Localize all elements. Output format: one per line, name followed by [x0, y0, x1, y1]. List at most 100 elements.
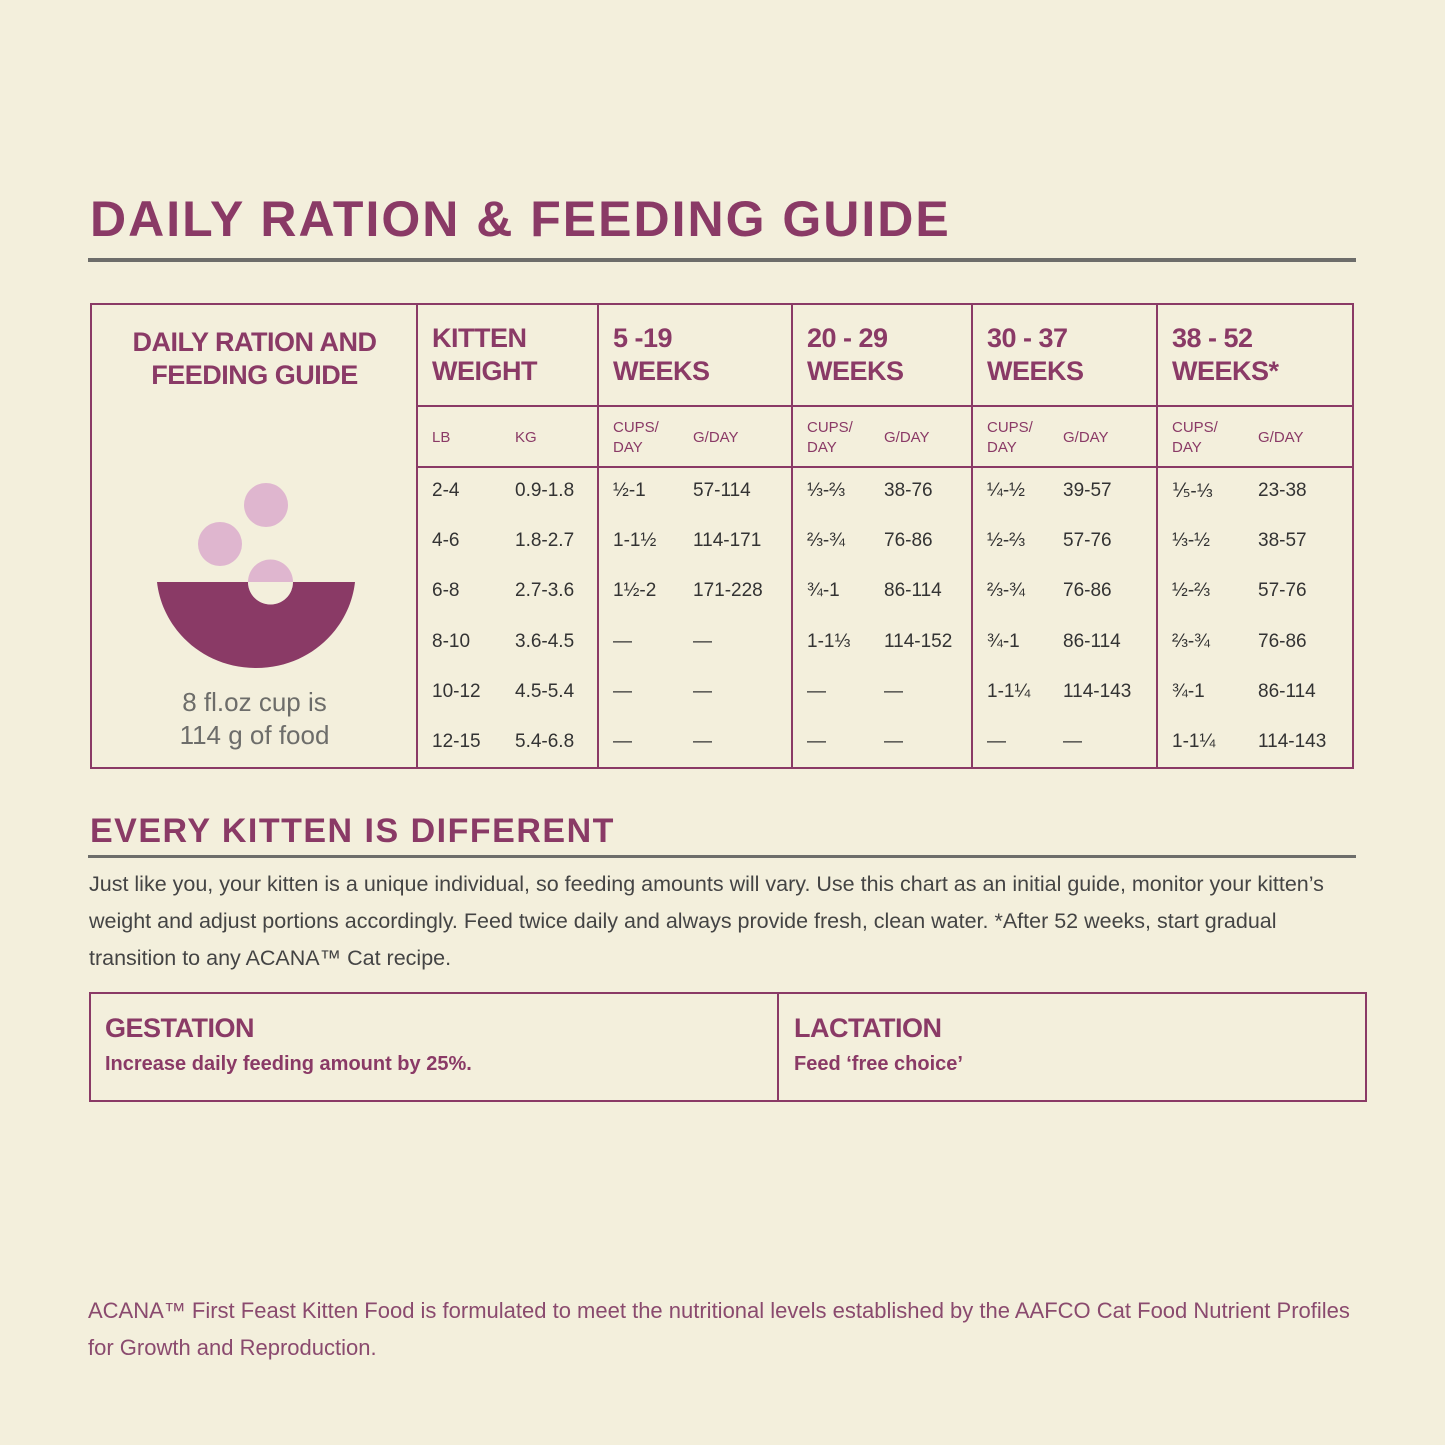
subheader: CUPS/DAY	[1172, 418, 1218, 458]
table-cell: ⅕-⅓	[1172, 481, 1213, 502]
table-cell: —	[987, 731, 1006, 752]
cup-note-line: 114 g of food	[179, 720, 330, 750]
table-cell: 86-114	[1063, 630, 1121, 652]
table-cell: —	[693, 731, 712, 752]
table-cell: —	[884, 680, 903, 702]
section-title: EVERY KITTEN IS DIFFERENT	[90, 812, 615, 850]
subheader-line: DAY	[987, 439, 1017, 456]
subheader: CUPS/DAY	[613, 418, 659, 458]
table-cell: ⅔-¾	[1172, 630, 1211, 652]
table-cell: 86-114	[1258, 680, 1316, 702]
subheader-line: CUPS/	[807, 419, 853, 436]
header-line: WEIGHT	[432, 356, 538, 386]
subheader-line: G/DAY	[1063, 429, 1109, 446]
cup-note: 8 fl.oz cup is 114 g of food	[92, 686, 417, 752]
table-cell: 76-86	[884, 530, 933, 552]
table-cell: —	[693, 680, 712, 702]
table-cell: 1-1½	[613, 530, 657, 552]
header-line: 38 - 52	[1172, 323, 1253, 353]
corner-line: FEEDING GUIDE	[151, 360, 358, 390]
table-cell: 38-76	[884, 480, 933, 501]
corner-title: DAILY RATION AND FEEDING GUIDE	[92, 326, 417, 392]
table-cell: ⅓-⅔	[807, 480, 846, 501]
divider	[597, 304, 599, 768]
table-cell: 1½-2	[613, 580, 657, 602]
subheader-line: CUPS/	[613, 419, 659, 436]
table-cell: 76-86	[1258, 630, 1307, 652]
bowl-icon	[157, 483, 355, 668]
header-line: 30 - 37	[987, 323, 1068, 353]
table-cell: 57-114	[693, 480, 751, 501]
subheader: G/DAY	[693, 428, 739, 448]
subheader: KG	[515, 428, 537, 448]
table-cell: ⅓-½	[1172, 530, 1211, 552]
divider	[791, 304, 793, 768]
table-cell: ½-1	[613, 480, 646, 501]
corner-line: DAILY RATION AND	[132, 327, 377, 357]
divider	[417, 405, 1353, 407]
note-title: LACTATION	[794, 1013, 942, 1043]
subheader: G/DAY	[1063, 428, 1109, 448]
table-cell: 6-8	[432, 580, 460, 602]
header-line: WEEKS	[987, 356, 1084, 386]
table-cell: 8-10	[432, 630, 471, 652]
column-header: 30 - 37 WEEKS	[987, 322, 1084, 388]
column-header: 5 -19 WEEKS	[613, 322, 710, 388]
subheader: CUPS/DAY	[987, 418, 1033, 458]
divider	[971, 304, 973, 768]
subheader-line: G/DAY	[884, 429, 930, 446]
table-cell: 4.5-5.4	[515, 680, 575, 702]
title-rule	[88, 258, 1356, 262]
column-header: 38 - 52 WEEKS*	[1172, 322, 1279, 388]
header-line: WEEKS	[613, 356, 710, 386]
subheader-line: G/DAY	[1258, 429, 1304, 446]
table-cell: 39-57	[1063, 480, 1112, 501]
header-line: WEEKS	[807, 356, 904, 386]
divider	[417, 466, 1353, 468]
table-cell: ½-⅔	[987, 530, 1026, 552]
header-line: WEEKS*	[1172, 356, 1279, 386]
table-cell: ⅔-¾	[807, 530, 846, 552]
table-cell: —	[884, 731, 903, 752]
table-cell: 114-143	[1258, 731, 1327, 752]
subheader: G/DAY	[884, 428, 930, 448]
table-cell: 0.9-1.8	[515, 480, 575, 501]
subheader-line: LB	[432, 429, 451, 446]
table-cell: ¾-1	[987, 630, 1020, 652]
table-cell: ⅔-¾	[987, 580, 1026, 602]
table-cell: 114-152	[884, 630, 953, 652]
subheader-line: CUPS/	[987, 419, 1033, 436]
table-cell: 5.4-6.8	[515, 731, 575, 752]
table-cell: 57-76	[1063, 530, 1112, 552]
footer: ACANA™ First Feast Kitten Food is formul…	[88, 1298, 1350, 1360]
column-header: KITTEN WEIGHT	[432, 322, 538, 388]
table-cell: 114-171	[693, 530, 762, 552]
table-cell: —	[1063, 731, 1082, 752]
title: DAILY RATION & FEEDING GUIDE	[90, 191, 951, 247]
table-cell: ¾-1	[1172, 680, 1205, 702]
header-line: 20 - 29	[807, 323, 888, 353]
subheader-line: DAY	[613, 439, 643, 456]
subheader-line: DAY	[1172, 439, 1202, 456]
section-rule	[88, 855, 1356, 858]
header-line: KITTEN	[432, 323, 527, 353]
table-cell: —	[613, 731, 632, 752]
table-cell: 1-1⅓	[807, 630, 851, 652]
table-cell: ¾-1	[807, 580, 840, 602]
subheader-line: G/DAY	[693, 429, 739, 446]
table-cell: ½-⅔	[1172, 580, 1211, 602]
divider	[416, 304, 418, 768]
table-cell: ¼-½	[987, 480, 1026, 501]
divider	[777, 993, 779, 1101]
table-cell: —	[807, 731, 826, 752]
table-frame	[90, 303, 1354, 769]
table-cell: 3.6-4.5	[515, 630, 575, 652]
table-cell: 12-15	[432, 731, 481, 752]
subheader-line: KG	[515, 429, 537, 446]
section-body: Just like you, your kitten is a unique i…	[89, 872, 1324, 970]
table-cell: 171-228	[693, 580, 763, 602]
table-cell: 2.7-3.6	[515, 580, 575, 602]
subheader: G/DAY	[1258, 428, 1304, 448]
table-cell: —	[613, 680, 632, 702]
